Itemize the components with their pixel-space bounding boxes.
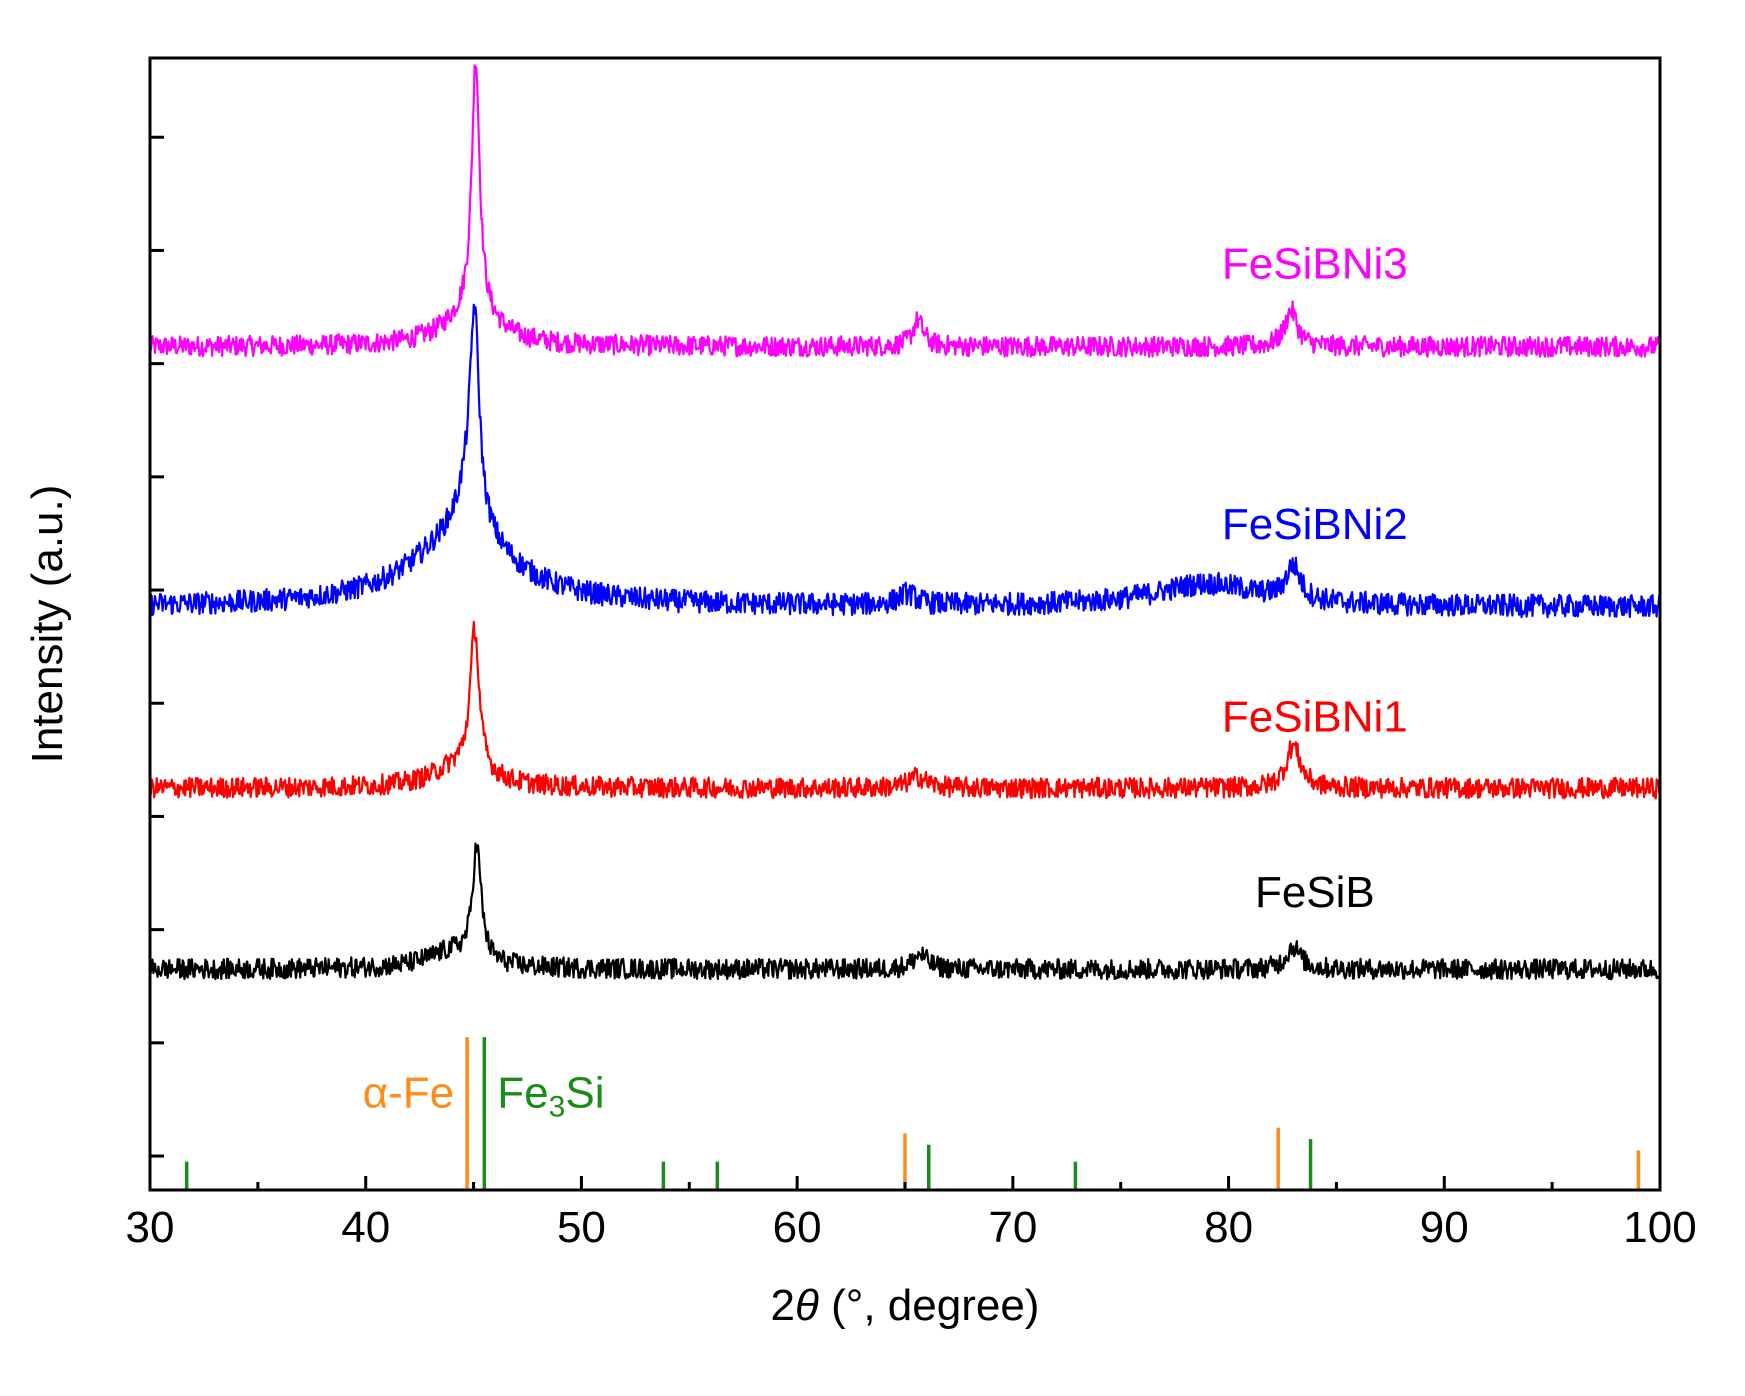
series-line-fesibni2 <box>148 303 1662 619</box>
series-label-fesib: FeSiB <box>1255 868 1375 917</box>
y-axis-label: Intensity (a.u.) <box>23 485 72 764</box>
x-tick-label: 80 <box>1204 1203 1253 1252</box>
reference-lines-layer: α-Fe Fe3Si <box>184 1037 1641 1190</box>
x-tick-label: 60 <box>773 1203 822 1252</box>
series-label-fesibni1: FeSiBNi1 <box>1222 693 1408 742</box>
ref-label-fe3si: Fe3Si <box>497 1068 604 1123</box>
x-tick-label: 30 <box>126 1203 175 1252</box>
x-tick-label: 40 <box>341 1203 390 1252</box>
x-axis-label: 2θ (°, degree) <box>771 1281 1040 1330</box>
x-tick-label: 100 <box>1623 1203 1696 1252</box>
x-tick-label: 50 <box>557 1203 606 1252</box>
x-tick-label: 90 <box>1420 1203 1469 1252</box>
series-line-fesibni3 <box>148 64 1662 358</box>
labels-layer: Intensity (a.u.) 2θ (°, degree) <box>23 485 1039 1330</box>
series-line-fesib <box>148 842 1662 981</box>
series-line-fesibni1 <box>148 620 1662 800</box>
x-axis-label-prefix: 2 <box>771 1281 795 1330</box>
series-label-fesibni3: FeSiBNi3 <box>1222 240 1408 289</box>
x-axis-label-suffix: (°, degree) <box>819 1281 1040 1330</box>
plot-frame <box>148 56 1662 1192</box>
series-layer: FeSiBNi3 FeSiBNi2 FeSiBNi1 FeSiB <box>148 64 1662 981</box>
ref-label-alpha-fe: α-Fe <box>363 1068 454 1117</box>
axes-layer: 30 40 50 60 70 80 90 100 <box>126 135 1697 1252</box>
x-axis-label-theta: θ <box>795 1281 819 1330</box>
x-tick-label: 70 <box>988 1203 1037 1252</box>
series-label-fesibni2: FeSiBNi2 <box>1222 500 1408 549</box>
